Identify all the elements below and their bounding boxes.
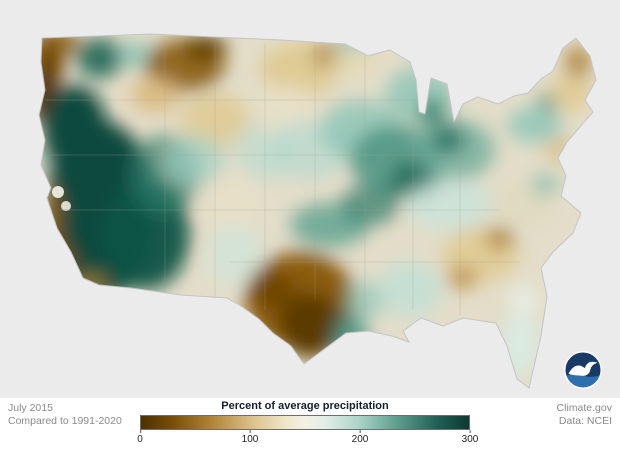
tick-label-200: 200 — [351, 430, 369, 445]
colorbar-ticks: 0 100 200 300 — [137, 430, 478, 446]
noaa-logo-icon — [564, 351, 602, 389]
date-block: July 2015 Compared to 1991-2020 — [8, 402, 122, 428]
map-area — [0, 0, 620, 398]
colorbar-gradient — [140, 415, 470, 430]
missing-data-spots — [52, 186, 71, 211]
us-precipitation-map — [38, 33, 597, 389]
footer: July 2015 Compared to 1991-2020 Percent … — [0, 398, 620, 450]
source-label: Data: NCEI — [558, 415, 612, 427]
tick-label-300: 300 — [461, 430, 479, 445]
tick-label-100: 100 — [241, 430, 259, 445]
attribution-block: Climate.gov Data: NCEI — [557, 402, 612, 428]
colorbar: Percent of average precipitation 0 100 2… — [137, 400, 478, 446]
date-label: July 2015 — [8, 402, 53, 414]
site-label: Climate.gov — [556, 402, 612, 414]
state-borders — [45, 38, 520, 320]
logo-ring — [564, 351, 602, 389]
us-outline — [38, 33, 597, 389]
precipitation-field — [39, 34, 592, 377]
colorbar-title: Percent of average precipitation — [221, 400, 389, 412]
baseline-label: Compared to 1991-2020 — [8, 415, 122, 427]
tick-label-0: 0 — [137, 430, 143, 445]
seagull-icon — [568, 361, 598, 376]
